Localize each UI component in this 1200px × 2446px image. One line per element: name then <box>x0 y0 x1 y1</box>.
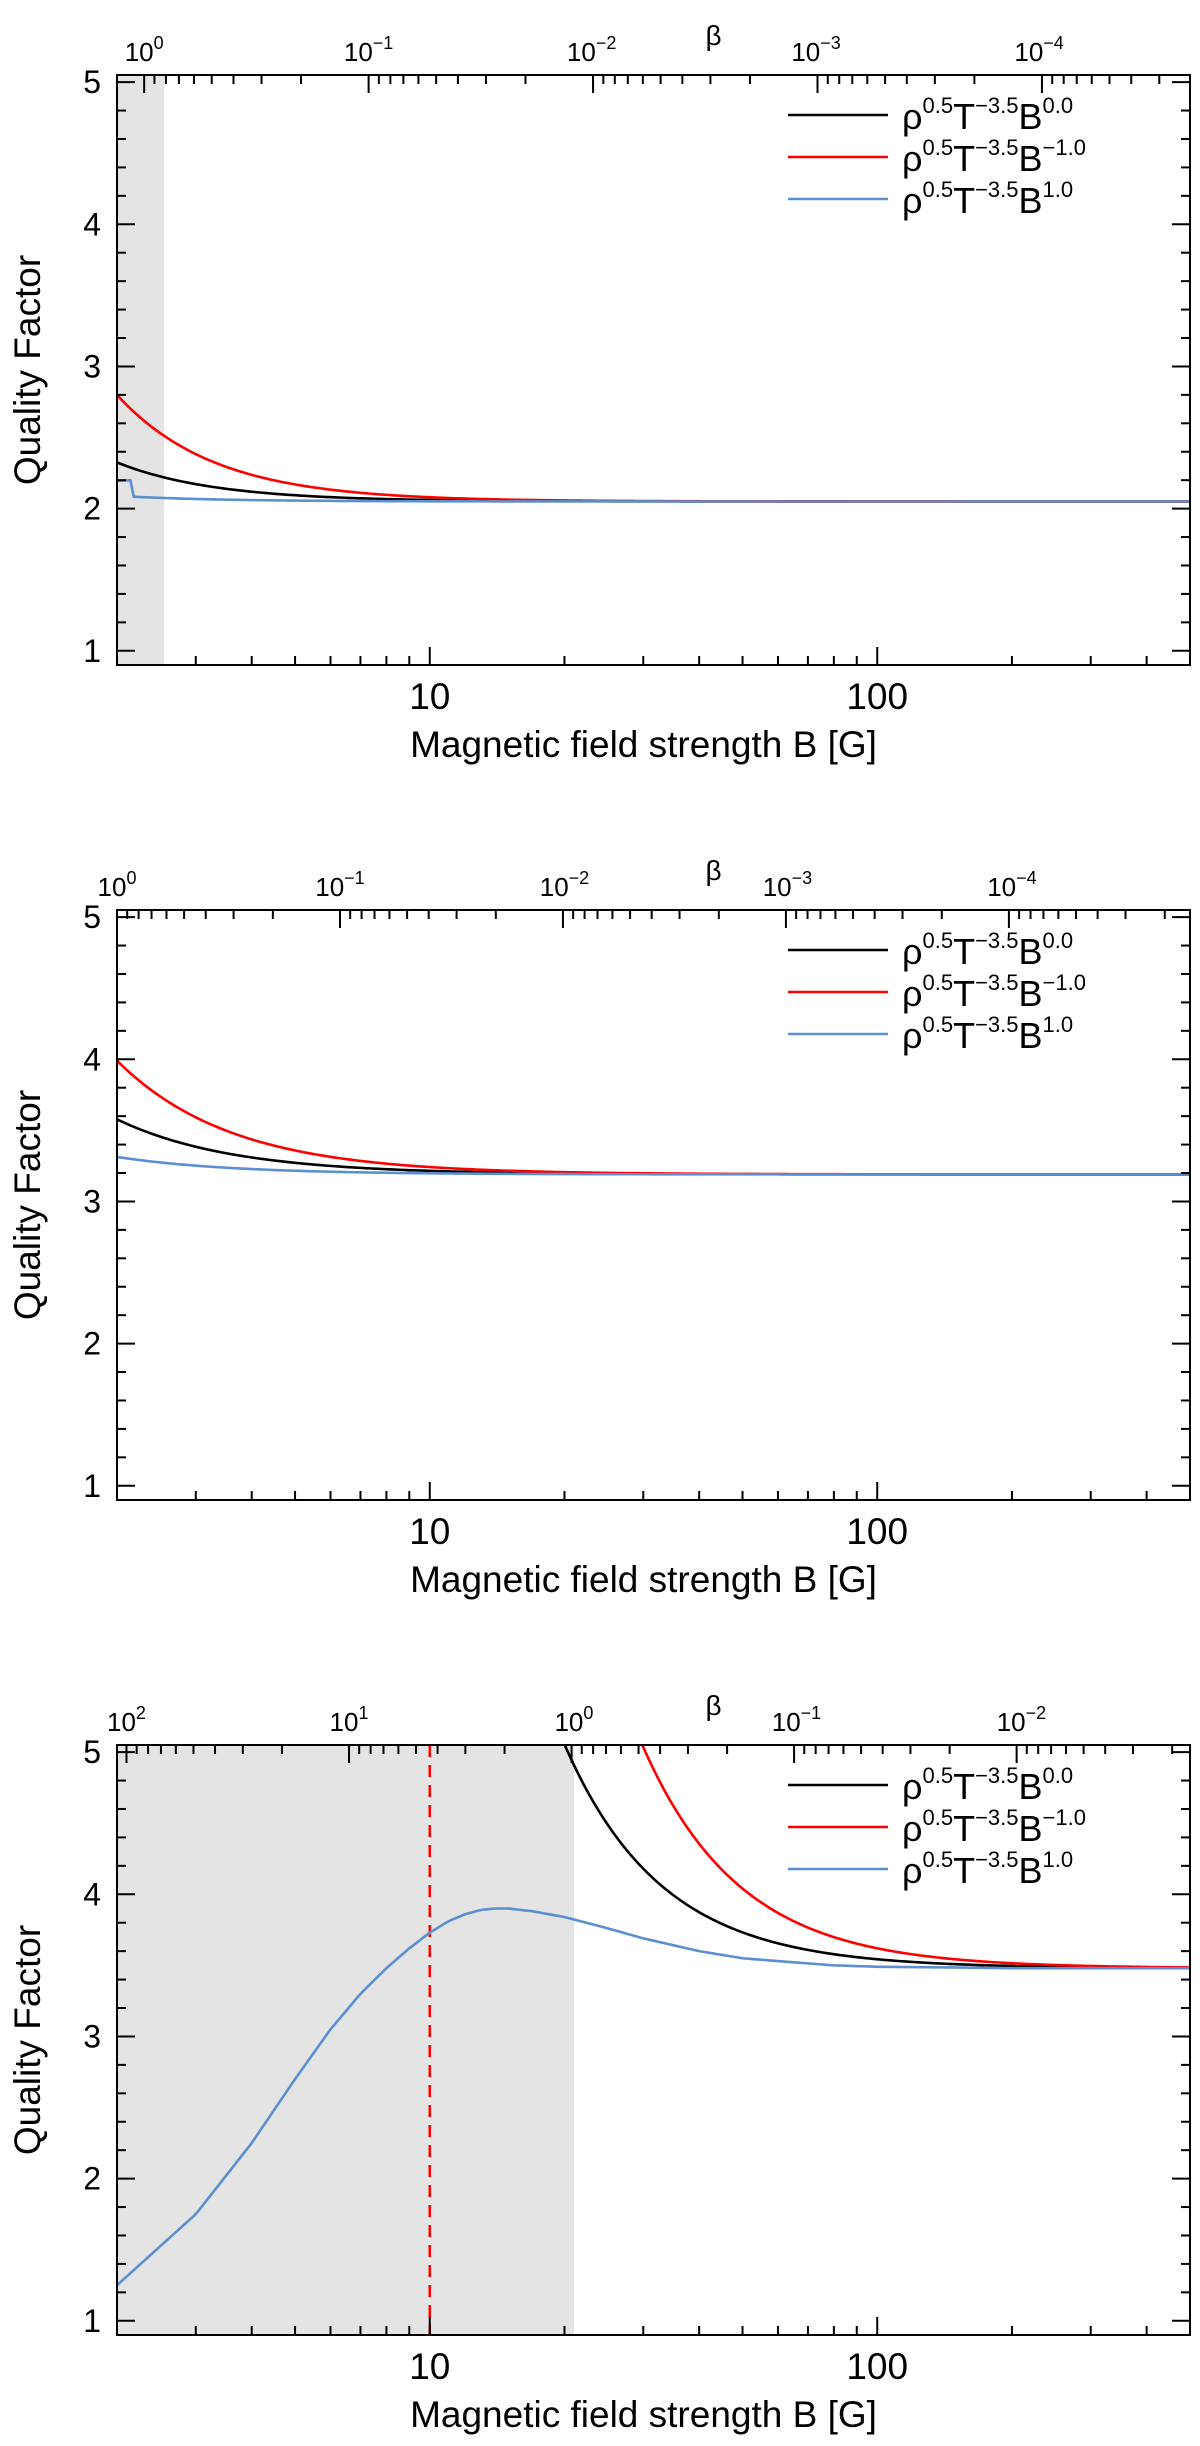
chart-panel-1: 1 2 3 4 5 Quality Factor 10 100 Magnetic field s… <box>7 20 1191 765</box>
legend-label-1: ρ0.5T−3.5B0.0 <box>902 928 1073 972</box>
beta-tick-label: 10−4 <box>987 868 1036 902</box>
x-axis-label: Magnetic field strength B [G] <box>410 724 877 765</box>
y-tick-label: 3 <box>83 2018 101 2054</box>
legend: ρ0.5T−3.5B0.0ρ0.5T−3.5B−1.0ρ0.5T−3.5B1.0 <box>788 1763 1086 1891</box>
y-tick-label: 1 <box>83 633 101 669</box>
beta-tick-label: 10−4 <box>1014 33 1063 67</box>
legend-label-3: ρ0.5T−3.5B1.0 <box>902 1847 1073 1891</box>
y-tick-label: 2 <box>83 1326 101 1362</box>
plot-frame <box>116 909 1191 1501</box>
chart-panel-3: 1 2 3 4 5 Quality Factor 10 100 Magnetic field s… <box>7 1690 1191 2435</box>
y-tick-label: 2 <box>83 491 101 527</box>
x-tick-label: 10 <box>409 1511 450 1552</box>
legend: ρ0.5T−3.5B0.0ρ0.5T−3.5B−1.0ρ0.5T−3.5B1.0 <box>788 93 1086 221</box>
legend-label-1: ρ0.5T−3.5B0.0 <box>902 93 1073 137</box>
series-line-2 <box>640 1745 1190 1969</box>
beta-axis-label: β <box>705 1690 721 1721</box>
x-tick-label: 100 <box>846 676 908 717</box>
beta-tick-label: 10−1 <box>772 1703 821 1737</box>
shaded-region <box>117 75 165 665</box>
beta-tick-label: 10−2 <box>997 1703 1046 1737</box>
x-tick-label: 10 <box>409 676 450 717</box>
top-beta-axis: 100 10−1 10−2 10−3 10−4 <box>98 868 1166 928</box>
series-group <box>117 393 1190 503</box>
y-axis-label: Quality Factor <box>7 1925 48 2155</box>
beta-tick-label: 100 <box>125 33 164 67</box>
beta-tick-label: 10−1 <box>344 33 393 67</box>
series-line-3 <box>117 1155 1190 1176</box>
legend-label-1: ρ0.5T−3.5B0.0 <box>902 1763 1073 1807</box>
legend-label-2: ρ0.5T−3.5B−1.0 <box>902 135 1086 179</box>
x-tick-label: 10 <box>409 2346 450 2387</box>
beta-axis-label: β <box>705 20 721 51</box>
beta-tick-label: 101 <box>330 1703 369 1737</box>
y-tick-label: 2 <box>83 2161 101 2197</box>
y-axis-label: Quality Factor <box>7 255 48 485</box>
legend-label-3: ρ0.5T−3.5B1.0 <box>902 1012 1073 1056</box>
legend-label-2: ρ0.5T−3.5B−1.0 <box>902 970 1086 1014</box>
series-group <box>117 1745 1190 2287</box>
y-tick-label: 5 <box>83 64 101 100</box>
beta-tick-label: 10−2 <box>567 33 616 67</box>
beta-tick-label: 10−3 <box>763 868 812 902</box>
y-axis: 1 2 3 4 5 <box>83 64 1190 669</box>
series-line-2 <box>117 393 1190 503</box>
x-axis: 10 100 <box>116 647 1191 717</box>
legend-label-3: ρ0.5T−3.5B1.0 <box>902 177 1073 221</box>
beta-tick-label: 102 <box>107 1703 146 1737</box>
y-tick-label: 1 <box>83 2303 101 2339</box>
top-beta-axis: 100 10−1 10−2 10−3 10−4 <box>125 33 1161 93</box>
shaded-region <box>117 1745 574 2335</box>
y-tick-label: 1 <box>83 1468 101 1504</box>
chart-panel-2: 1 2 3 4 5 Quality Factor 10 100 Magnetic field s… <box>7 855 1191 1600</box>
x-tick-label: 100 <box>846 2346 908 2387</box>
y-tick-label: 3 <box>83 348 101 384</box>
x-tick-label: 100 <box>846 1511 908 1552</box>
legend-label-2: ρ0.5T−3.5B−1.0 <box>902 1805 1086 1849</box>
plot-frame <box>116 74 1191 666</box>
series-line-2 <box>117 1059 1190 1176</box>
beta-tick-label: 100 <box>98 868 137 902</box>
series-line-3 <box>117 478 1190 503</box>
beta-axis-label: β <box>705 855 721 886</box>
x-axis-label: Magnetic field strength B [G] <box>410 2394 877 2435</box>
legend: ρ0.5T−3.5B0.0ρ0.5T−3.5B−1.0ρ0.5T−3.5B1.0 <box>788 928 1086 1056</box>
y-tick-label: 3 <box>83 1183 101 1219</box>
y-tick-label: 4 <box>83 1041 101 1077</box>
y-tick-label: 4 <box>83 206 101 242</box>
x-axis-label: Magnetic field strength B [G] <box>410 1559 877 1600</box>
plot-frame <box>116 1744 1191 2336</box>
x-axis: 10 100 <box>116 1482 1191 1552</box>
beta-tick-label: 10−2 <box>540 868 589 902</box>
beta-tick-label: 10−1 <box>315 868 364 902</box>
top-beta-axis: 102 101 100 10−1 10−2 <box>107 1703 1174 1763</box>
y-tick-label: 5 <box>83 899 101 935</box>
y-axis-label: Quality Factor <box>7 1090 48 1320</box>
series-group <box>117 1059 1190 1176</box>
y-tick-label: 5 <box>83 1734 101 1770</box>
series-line-1 <box>563 1745 1190 1970</box>
x-axis: 10 100 <box>116 2317 1191 2387</box>
y-axis: 1 2 3 4 5 <box>83 1734 1190 2339</box>
y-axis: 1 2 3 4 5 <box>83 899 1190 1504</box>
beta-tick-label: 100 <box>554 1703 593 1737</box>
y-tick-label: 4 <box>83 1876 101 1912</box>
series-line-3 <box>117 1907 1190 2287</box>
beta-tick-label: 10−3 <box>791 33 840 67</box>
